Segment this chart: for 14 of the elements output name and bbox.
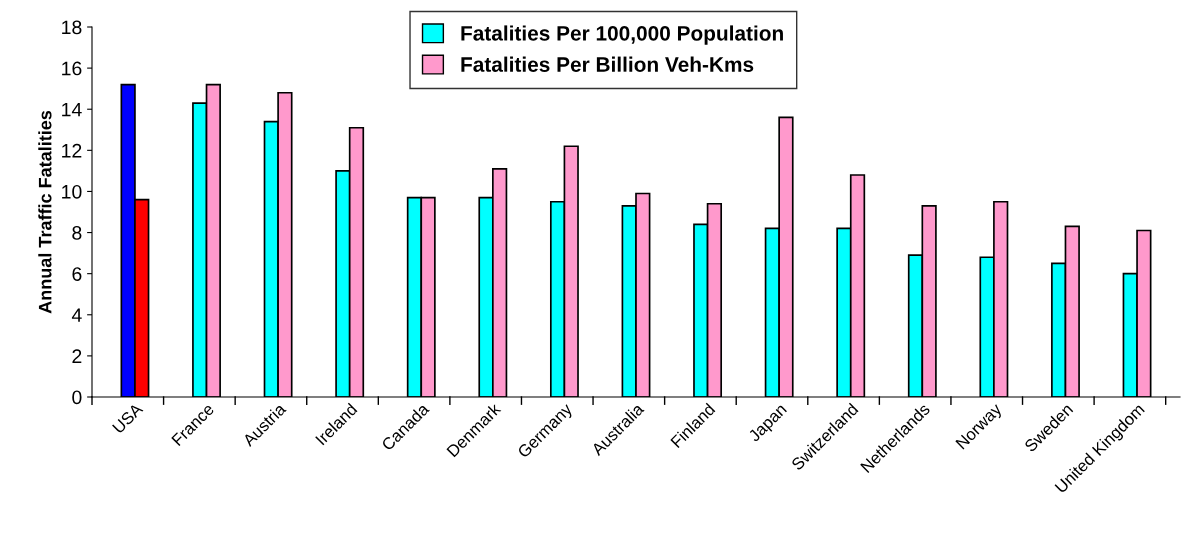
y-tick-label: 10 — [62, 184, 82, 199]
y-tick-label: 12 — [62, 143, 82, 158]
legend-label: Fatalities Per 100,000 Population — [461, 25, 783, 45]
y-tick-label: 0 — [72, 390, 82, 405]
y-tick-label: 2 — [72, 349, 82, 363]
y-tick-label: 14 — [62, 102, 82, 117]
y-tick-label: 18 — [62, 20, 82, 35]
y-tick-label: 8 — [72, 226, 82, 240]
x-tick-label: USA — [111, 402, 144, 434]
y-tick-label: 4 — [71, 308, 82, 322]
y-tick-label: 16 — [62, 61, 82, 76]
legend-label: Fatalities Per Billion Veh-Kms — [461, 56, 754, 72]
y-axis-title: Annual Traffic Fatalities — [38, 110, 52, 314]
y-tick-label: 6 — [72, 267, 82, 281]
